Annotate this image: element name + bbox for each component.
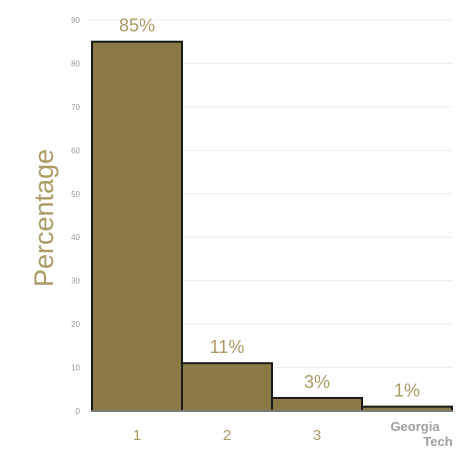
georgia-tech-logo: Georgia Tech [390, 419, 452, 449]
data-label-2: 11% [210, 337, 245, 357]
data-label-1: 85% [119, 16, 155, 36]
bar-3 [271, 396, 363, 413]
y-axis-title: Percentage [29, 149, 59, 287]
y-tick-label: 0 [76, 407, 81, 416]
bars [91, 40, 453, 413]
data-label-4: 1% [394, 381, 420, 401]
y-tick-label: 20 [71, 320, 80, 329]
y-tick-label: 80 [71, 59, 80, 68]
x-tick-label: 3 [313, 427, 321, 444]
data-label-3: 3% [304, 372, 330, 392]
y-tick-label: 90 [71, 16, 80, 25]
y-tick-label: 70 [71, 103, 80, 112]
bar-1 [91, 40, 183, 412]
y-tick-label: 30 [71, 277, 80, 286]
y-tick-label: 50 [71, 190, 80, 199]
bar-4 [361, 405, 453, 412]
data-labels: 85% 11% 3% 1% [119, 16, 420, 401]
x-tick-label: 2 [223, 427, 231, 444]
logo-line-1: Georgia [390, 419, 440, 434]
y-tick-labels: 0 10 20 30 40 50 60 70 80 90 [71, 16, 80, 416]
x-tick-label: 1 [133, 427, 141, 444]
x-tick-labels: 1 2 3 [133, 427, 321, 444]
logo-line-2: Tech [423, 434, 452, 449]
bar-2 [181, 362, 273, 413]
y-tick-label: 40 [71, 233, 80, 242]
y-tick-label: 60 [71, 146, 80, 155]
y-tick-label: 10 [71, 364, 80, 373]
